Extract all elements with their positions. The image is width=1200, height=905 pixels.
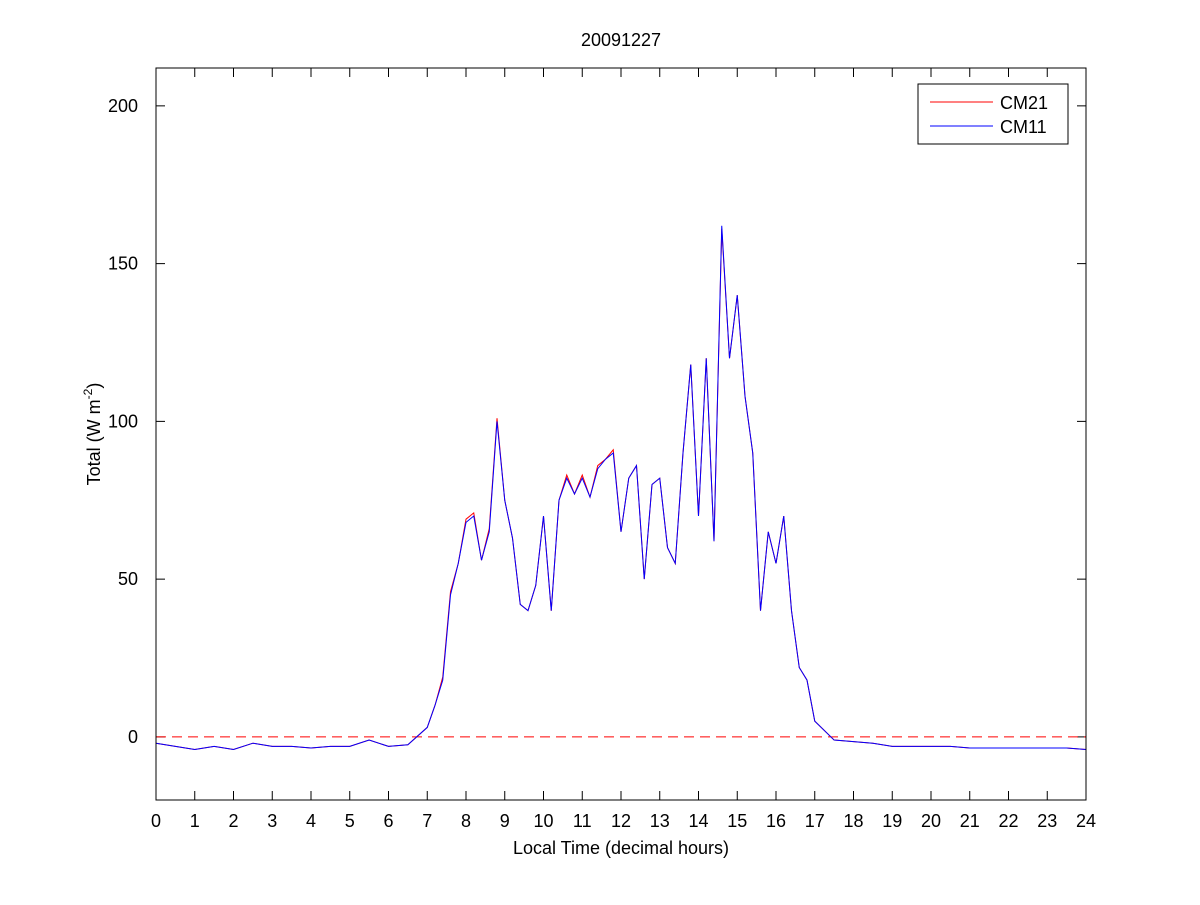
y-axis-label: Total (W m-2) xyxy=(81,383,104,486)
legend-box xyxy=(917,83,1069,145)
x-tick-label: 22 xyxy=(998,811,1018,831)
x-tick-label: 10 xyxy=(533,811,553,831)
x-tick-label: 15 xyxy=(727,811,747,831)
x-tick-label: 16 xyxy=(766,811,786,831)
x-tick-label: 2 xyxy=(228,811,238,831)
x-tick-label: 14 xyxy=(688,811,708,831)
chart-title: 20091227 xyxy=(581,30,661,50)
series-line xyxy=(155,225,1087,751)
x-tick-label: 13 xyxy=(650,811,670,831)
y-label-sup: -2 xyxy=(81,388,95,399)
legend-label: CM21 xyxy=(1000,93,1048,113)
x-tick-label: 8 xyxy=(461,811,471,831)
x-tick-label: 12 xyxy=(611,811,631,831)
x-tick-label: 17 xyxy=(805,811,825,831)
x-tick-label: 6 xyxy=(383,811,393,831)
x-tick-label: 9 xyxy=(500,811,510,831)
x-tick-label: 11 xyxy=(573,811,592,831)
y-label-suffix: ) xyxy=(84,383,104,389)
y-tick-label: 150 xyxy=(108,254,138,274)
x-tick-label: 21 xyxy=(960,811,980,831)
x-tick-label: 5 xyxy=(345,811,355,831)
x-tick-label: 0 xyxy=(151,811,161,831)
y-tick-label: 50 xyxy=(118,569,138,589)
x-tick-label: 20 xyxy=(921,811,941,831)
y-tick-label: 200 xyxy=(108,96,138,116)
plot-frame xyxy=(155,67,1087,801)
y-tick-label: 0 xyxy=(128,727,138,747)
x-tick-label: 1 xyxy=(190,811,200,831)
legend-label: CM11 xyxy=(1000,117,1047,137)
x-tick-label: 19 xyxy=(882,811,902,831)
x-axis-label: Local Time (decimal hours) xyxy=(513,838,729,858)
x-tick-label: 24 xyxy=(1076,811,1096,831)
x-tick-label: 3 xyxy=(267,811,277,831)
y-label-text: Total (W m xyxy=(84,399,104,485)
x-tick-label: 7 xyxy=(422,811,432,831)
x-tick-label: 23 xyxy=(1037,811,1057,831)
x-tick-label: 18 xyxy=(843,811,863,831)
x-tick-label: 4 xyxy=(306,811,316,831)
y-tick-label: 100 xyxy=(108,411,138,431)
